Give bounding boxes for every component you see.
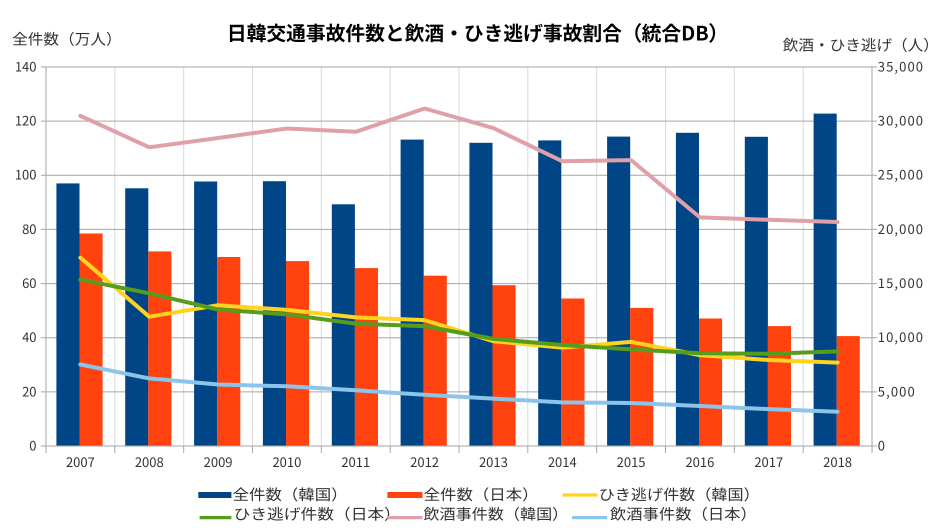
svg-text:2009: 2009 [204,452,233,471]
svg-text:飲酒事件数（韓国）: 飲酒事件数（韓国） [423,504,568,525]
svg-text:20,000: 20,000 [878,219,924,238]
svg-text:全件数（万人）: 全件数（万人） [12,29,122,50]
svg-text:40: 40 [22,327,36,346]
svg-text:全件数（韓国）: 全件数（韓国） [233,484,348,505]
svg-text:120: 120 [15,111,37,130]
svg-text:2011: 2011 [341,452,370,471]
svg-text:2010: 2010 [272,452,301,471]
svg-text:2008: 2008 [135,452,164,471]
svg-text:2012: 2012 [410,452,439,471]
svg-text:10,000: 10,000 [878,327,924,346]
svg-text:2015: 2015 [617,452,646,471]
svg-text:25,000: 25,000 [878,165,924,184]
svg-text:30,000: 30,000 [878,111,924,130]
svg-text:15,000: 15,000 [878,273,924,292]
svg-text:2007: 2007 [66,452,95,471]
svg-text:80: 80 [22,219,36,238]
svg-text:2017: 2017 [754,452,783,471]
svg-text:2018: 2018 [823,452,852,471]
svg-text:5,000: 5,000 [878,381,916,400]
svg-text:20: 20 [22,381,36,400]
svg-text:全件数（日本）: 全件数（日本） [424,484,539,505]
svg-text:35,000: 35,000 [878,56,924,75]
svg-text:日韓交通事故件数と飲酒・ひき逃げ事故割合（統合DB）: 日韓交通事故件数と飲酒・ひき逃げ事故割合（統合DB） [227,17,729,46]
svg-text:60: 60 [22,273,36,292]
svg-text:2014: 2014 [548,452,577,471]
svg-text:0: 0 [878,435,886,454]
svg-text:飲酒・ひき逃げ（人）: 飲酒・ひき逃げ（人） [783,35,939,56]
svg-text:100: 100 [15,165,37,184]
svg-text:ひき逃げ件数（韓国）: ひき逃げ件数（韓国） [599,484,760,505]
svg-text:2016: 2016 [685,452,714,471]
svg-text:2013: 2013 [479,452,508,471]
svg-text:ひき逃げ件数（日本）: ひき逃げ件数（日本） [234,504,401,525]
svg-text:0: 0 [29,435,36,454]
svg-text:飲酒事件数（日本）: 飲酒事件数（日本） [610,504,757,525]
svg-text:140: 140 [15,56,37,75]
